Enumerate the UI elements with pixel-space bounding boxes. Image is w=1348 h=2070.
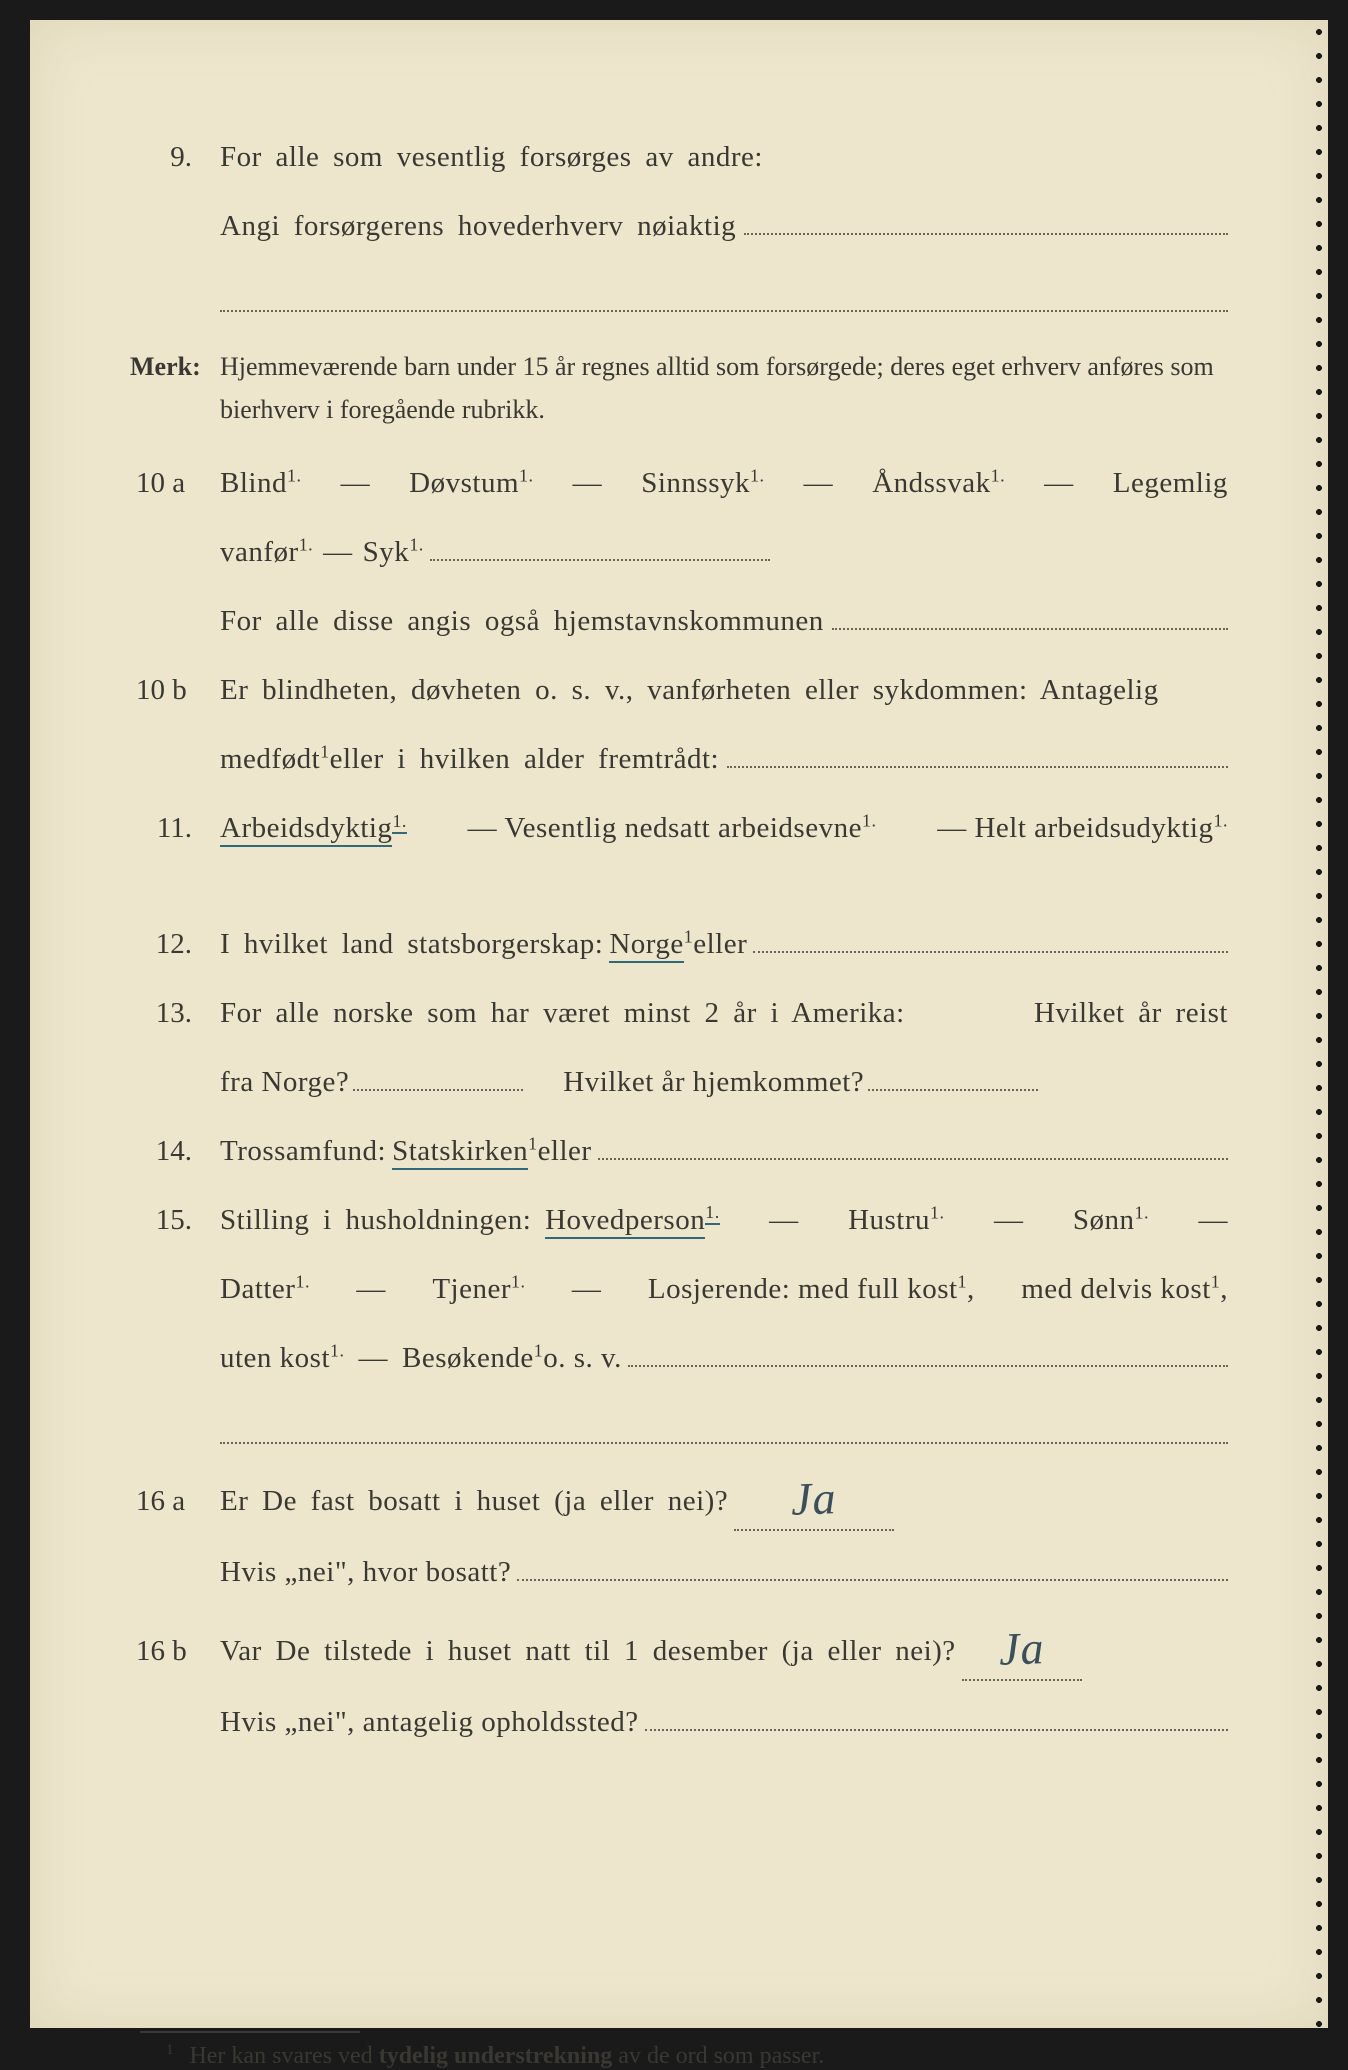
question-number: 15. (130, 1193, 220, 1248)
underlined-option: Arbeidsdyktig (220, 812, 392, 847)
underlined-option: Hovedperson (545, 1204, 705, 1239)
question-10a-line2: vanfør1. — Syk1. (130, 525, 1228, 580)
question-11: 11. Arbeidsdyktig1. — Vesentlig nedsatt … (130, 801, 1228, 856)
question-15-line2: Datter1. — Tjener1. — Losjerende: med fu… (130, 1262, 1228, 1317)
handwritten-answer: Ja (791, 1484, 837, 1513)
question-9: 9. For alle som vesentlig forsørges av a… (130, 130, 1228, 185)
blank-line (598, 1125, 1228, 1160)
question-number: 14. (130, 1124, 220, 1179)
blank-line (430, 526, 770, 561)
question-number: 12. (130, 917, 220, 972)
answer-field: Ja (734, 1474, 894, 1531)
question-number: 10 b (130, 663, 220, 718)
footnote-rule (140, 2031, 360, 2033)
question-16a-line2: Hvis „nei", hvor bosatt? (130, 1545, 1228, 1600)
question-13: 13. For alle norske som har været minst … (130, 986, 1228, 1041)
question-number: 16 a (130, 1474, 220, 1529)
perforation-edge (1310, 20, 1328, 2028)
question-13-line2: fra Norge? Hvilket år hjemkommet? (130, 1055, 1228, 1110)
question-number: 10 a (130, 456, 220, 511)
underlined-option: Norge (609, 928, 683, 963)
question-10a-line3: For alle disse angis også hjemstavnskomm… (130, 594, 1228, 649)
question-10b-line2: medfødt1 eller i hvilken alder fremtrådt… (130, 732, 1228, 787)
blank-line (753, 918, 1228, 953)
blank-line (220, 1410, 1228, 1444)
question-14: 14. Trossamfund: Statskirken1 eller (130, 1124, 1228, 1179)
blank-line (744, 200, 1228, 235)
question-number: 11. (130, 801, 220, 856)
note-label: Merk: (130, 342, 220, 391)
blank-line (220, 278, 1228, 312)
question-10a: 10 a Blind1. — Døvstum1. — Sinnssyk1. — … (130, 456, 1228, 511)
note-text: Hjemmeværende barn under 15 år regnes al… (220, 346, 1228, 432)
question-15: 15. Stilling i husholdningen: Hovedperso… (130, 1193, 1228, 1248)
footnote: 1 Her kan svares ved tydelig understrekn… (166, 2043, 1228, 2070)
question-12: 12. I hvilket land statsborgerskap: Norg… (130, 917, 1228, 972)
question-text: For alle som vesentlig forsørges av andr… (220, 130, 1228, 185)
question-16a: 16 a Er De fast bosatt i huset (ja eller… (130, 1474, 1228, 1531)
answer-field: Ja (962, 1624, 1082, 1681)
question-15-line3: uten kost1. — Besøkende1 o. s. v. (130, 1331, 1228, 1386)
blank-line (353, 1056, 523, 1091)
note-merk: Merk: Hjemmeværende barn under 15 år reg… (130, 342, 1228, 432)
question-16b-line2: Hvis „nei", antagelig opholdssted? (130, 1695, 1228, 1750)
blank-line (628, 1332, 1228, 1367)
blank-line (645, 1697, 1228, 1732)
question-number: 9. (130, 130, 220, 185)
question-16b: 16 b Var De tilstede i huset natt til 1 … (130, 1624, 1228, 1681)
blank-line (727, 734, 1228, 769)
document-page: 9. For alle som vesentlig forsørges av a… (30, 20, 1328, 2028)
blank-line (832, 595, 1228, 630)
label: Angi forsørgerens hovederhverv nøiaktig (220, 199, 736, 254)
underlined-option: Statskirken (392, 1135, 528, 1170)
question-9-line2: Angi forsørgerens hovederhverv nøiaktig (130, 199, 1228, 254)
question-number: 16 b (130, 1624, 220, 1679)
handwritten-answer: Ja (999, 1635, 1045, 1664)
question-10b: 10 b Er blindheten, døvheten o. s. v., v… (130, 663, 1228, 718)
question-number: 13. (130, 986, 220, 1041)
blank-line (868, 1056, 1038, 1091)
blank-line (517, 1546, 1228, 1581)
